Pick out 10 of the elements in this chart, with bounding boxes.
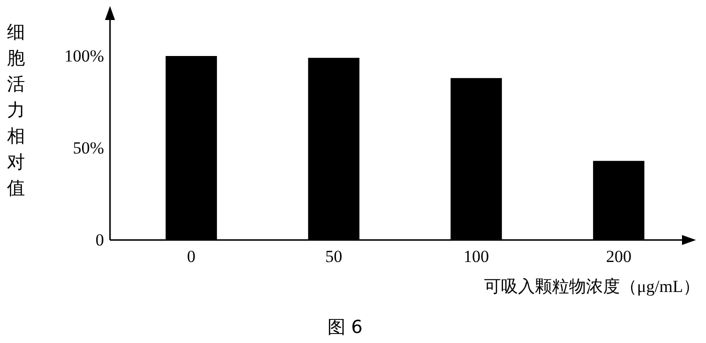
y-tick-label: 0	[96, 230, 104, 250]
y-axis-title: 细胞活力相对值	[7, 22, 25, 198]
x-axis-title: 可吸入颗粒物浓度（μg/mL）	[484, 277, 700, 296]
x-tick-label: 0	[187, 247, 196, 266]
x-tick-label: 200	[606, 247, 632, 266]
x-tick-label: 50	[325, 247, 342, 266]
text: 图 6	[327, 317, 363, 338]
y-tick-label: 50%	[72, 138, 104, 158]
x-tick-label: 100	[463, 247, 489, 266]
y-tick-label: 100%	[64, 46, 104, 66]
